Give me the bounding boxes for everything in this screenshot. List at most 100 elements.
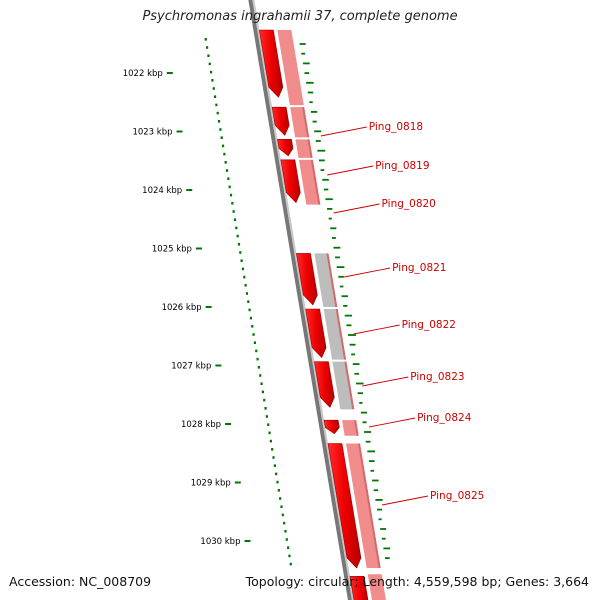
gc-dot	[225, 169, 229, 172]
cog-band-Ping_0823	[332, 361, 355, 410]
gc-dot	[208, 62, 211, 66]
gc-dot	[235, 226, 238, 230]
gc-dot	[264, 407, 267, 410]
cds-arrow-Ping_0819	[277, 139, 294, 157]
gc-skew-track	[299, 43, 391, 559]
gene-label-connector	[320, 126, 367, 137]
gc-dot	[207, 54, 210, 57]
gene-label-Ping_0821: Ping_0821	[392, 262, 446, 274]
cds-arrow-previous	[258, 29, 284, 98]
gc-dot	[288, 554, 291, 558]
gene-label-track: Ping_0818 Ping_0819 Ping_0820 Ping_0821 Ping…	[320, 121, 484, 506]
gc-dot	[255, 349, 258, 353]
gc-dot	[277, 489, 280, 492]
gc-dot	[275, 472, 278, 476]
cog-band-edge-Ping_0818	[302, 107, 310, 138]
tick-label: 1026 kbp	[162, 303, 202, 313]
gene-label-connector	[362, 376, 409, 387]
gene-label-Ping_0819: Ping_0819	[375, 160, 429, 172]
gc-dot	[221, 144, 225, 148]
cog-band-edge-Ping_0819	[307, 139, 313, 158]
gc-dot	[220, 136, 223, 139]
gene-label-connector	[344, 267, 391, 278]
genome-summary-text: Topology: circular; Length: 4,559,598 bp…	[245, 574, 589, 589]
gc-dot	[224, 161, 227, 164]
gc-dot	[249, 316, 253, 320]
gc-dot	[281, 513, 284, 517]
gc-dot	[271, 448, 274, 451]
cds-arrow-Ping_0825	[327, 443, 362, 569]
gc-dot	[251, 325, 254, 328]
gc-dot	[243, 275, 246, 279]
gc-dot	[229, 193, 233, 197]
gc-dot	[241, 267, 245, 271]
cds-arrow-next	[349, 575, 369, 600]
gc-dot	[205, 46, 209, 49]
gene-label-Ping_0822: Ping_0822	[402, 319, 456, 331]
gc-dot	[287, 546, 290, 549]
gc-dot	[272, 456, 275, 459]
accession-text: Accession: NC_008709	[9, 574, 152, 589]
gene-label-Ping_0818: Ping_0818	[369, 121, 423, 133]
tick-label: 1022 kbp	[123, 69, 163, 79]
gc-dot	[209, 70, 213, 74]
cog-band-previous	[277, 30, 304, 106]
gc-dot	[252, 333, 255, 336]
map-title: Psychromonas ingrahamii 37, complete gen…	[142, 9, 458, 24]
tick-label: 1023 kbp	[132, 128, 172, 138]
gc-dot	[219, 128, 222, 131]
tick-label: 1027 kbp	[171, 362, 211, 372]
cds-arrow-Ping_0822	[305, 308, 327, 359]
backbone-ring	[248, 0, 354, 600]
gc-dot	[279, 497, 282, 500]
gene-label-connector	[381, 495, 429, 506]
gc-dot	[283, 521, 286, 525]
gene-label-connector	[353, 324, 400, 335]
cog-band-edge-Ping_0823	[344, 361, 355, 410]
gc-dot	[260, 382, 263, 385]
cog-band-next	[367, 574, 386, 600]
tick-label: 1029 kbp	[191, 479, 231, 489]
cog-band-Ping_0820	[298, 159, 321, 205]
gc-dot	[261, 390, 264, 394]
tick-track: 1022 kbp 1023 kbp 1024 kbp 1025 kbp 1026 kbp…	[123, 69, 251, 547]
gc-dot	[211, 79, 214, 82]
gc-dot	[227, 177, 230, 180]
cog-band-edge-Ping_0822	[335, 309, 347, 360]
tick-label: 1024 kbp	[142, 186, 182, 196]
backbone-shadow	[252, 0, 354, 600]
cds-track	[258, 29, 369, 600]
cds-arrow-Ping_0820	[280, 159, 301, 204]
gc-dot	[285, 538, 288, 541]
gene-label-connector	[333, 203, 380, 214]
cds-arrow-Ping_0821	[296, 253, 318, 306]
gene-label-Ping_0823: Ping_0823	[410, 371, 464, 383]
cog-band-Ping_0824	[342, 420, 359, 436]
gc-dot	[236, 234, 239, 238]
cds-arrow-Ping_0818	[271, 106, 290, 136]
gc-dot	[244, 284, 247, 287]
gc-dot	[259, 374, 262, 377]
gc-dot	[289, 562, 292, 566]
gc-content-dots	[204, 38, 292, 566]
gc-dot	[284, 530, 287, 533]
gc-dot	[248, 308, 251, 312]
gc-dot	[217, 120, 221, 123]
gene-label-connector	[368, 417, 416, 428]
gene-label-connector	[327, 165, 374, 176]
gene-label-Ping_0820: Ping_0820	[382, 198, 436, 210]
gc-dot	[267, 423, 270, 426]
cog-band-Ping_0825	[345, 443, 381, 568]
tick-label: 1025 kbp	[152, 245, 192, 255]
cog-band-Ping_0822	[323, 309, 347, 360]
gc-dot	[232, 210, 235, 213]
gc-dot	[228, 185, 231, 189]
gene-label-Ping_0825: Ping_0825	[430, 490, 484, 502]
gc-dot	[231, 202, 234, 205]
gc-dot	[240, 259, 243, 262]
backbone-line	[248, 0, 352, 600]
gc-dot	[263, 398, 266, 402]
gc-dot	[280, 505, 283, 508]
